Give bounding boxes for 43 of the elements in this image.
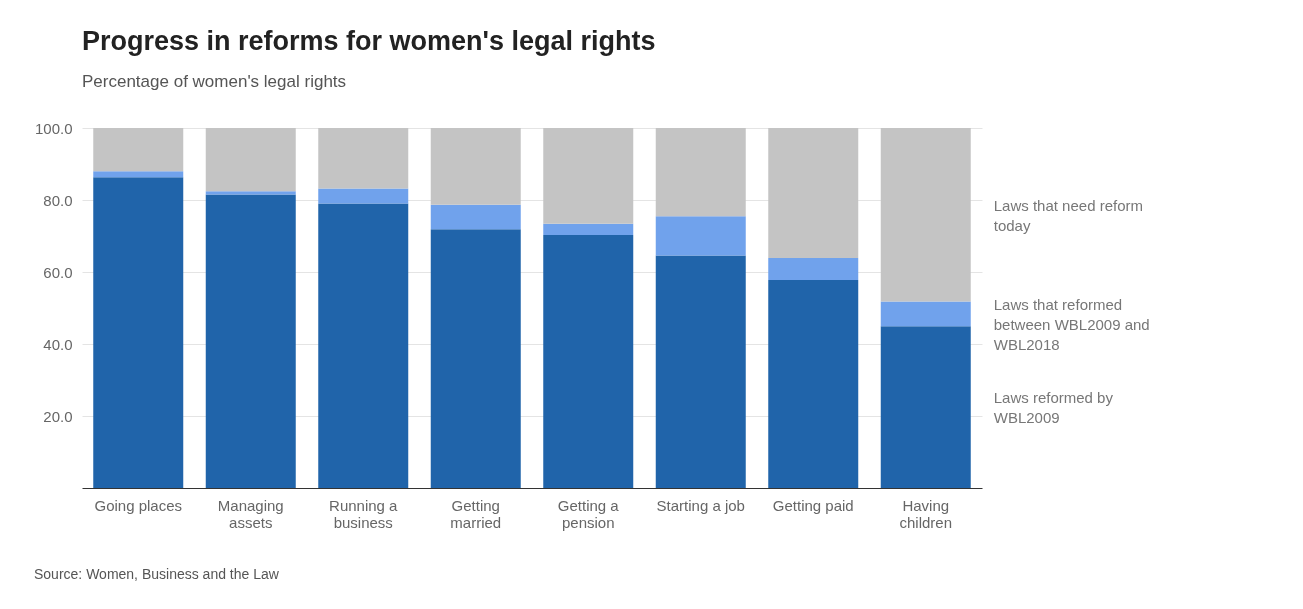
bar bbox=[93, 171, 184, 178]
source-note: Source: Women, Business and the Law bbox=[34, 566, 279, 582]
y-tick-label: 100.0 bbox=[34, 119, 73, 137]
series-label: Laws reformed by WBL2009 bbox=[993, 389, 1114, 427]
x-tick-label: Getting a pension bbox=[557, 496, 620, 531]
bar bbox=[318, 188, 409, 204]
chart-title: Progress in reforms for women's legal rights bbox=[82, 26, 656, 56]
bar bbox=[543, 128, 634, 224]
x-tick-label: Starting a job bbox=[656, 496, 745, 514]
bar bbox=[543, 234, 634, 488]
x-tick-label: Having children bbox=[899, 496, 953, 531]
bar bbox=[205, 191, 296, 195]
y-tick-label: 60.0 bbox=[43, 263, 73, 281]
x-tick-label: Managing assets bbox=[217, 496, 284, 531]
bar bbox=[93, 177, 184, 488]
x-tick-label: Getting paid bbox=[772, 496, 854, 514]
bar bbox=[880, 301, 971, 327]
bar bbox=[205, 194, 296, 488]
bar bbox=[430, 229, 521, 488]
y-tick-label: 80.0 bbox=[43, 191, 73, 209]
y-tick-label: 40.0 bbox=[43, 335, 73, 353]
bar bbox=[768, 128, 859, 258]
bar bbox=[880, 326, 971, 488]
bar bbox=[93, 128, 184, 172]
bar bbox=[655, 216, 746, 256]
bar bbox=[880, 128, 971, 302]
bar bbox=[430, 128, 521, 205]
series-label: Laws that reformed between WBL2009 and WBL2018 bbox=[993, 295, 1150, 353]
x-tick-label: Going places bbox=[94, 496, 183, 514]
bar bbox=[543, 223, 634, 235]
bar bbox=[655, 255, 746, 488]
bar bbox=[655, 128, 746, 217]
bar bbox=[430, 204, 521, 230]
chart-subtitle: Percentage of women's legal rights bbox=[82, 72, 347, 91]
bar bbox=[768, 257, 859, 280]
y-tick-label: 20.0 bbox=[43, 407, 73, 425]
x-tick-label: Getting married bbox=[450, 496, 502, 531]
bar bbox=[205, 128, 296, 192]
x-tick-label: Running a business bbox=[329, 496, 399, 531]
series-label: Laws that need reform today bbox=[993, 196, 1143, 234]
bar bbox=[318, 203, 409, 488]
bar bbox=[318, 128, 409, 189]
bar bbox=[768, 279, 859, 488]
